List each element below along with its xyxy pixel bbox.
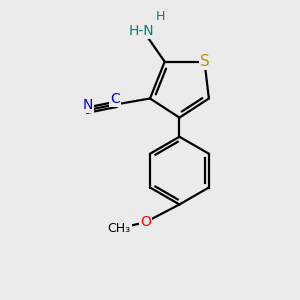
Text: N: N	[83, 98, 93, 112]
Text: O: O	[140, 215, 151, 229]
Text: S: S	[200, 54, 209, 69]
Text: H-N: H-N	[128, 24, 154, 38]
Text: H: H	[156, 10, 165, 22]
Text: C: C	[110, 92, 119, 106]
Text: CH₃: CH₃	[107, 221, 130, 235]
